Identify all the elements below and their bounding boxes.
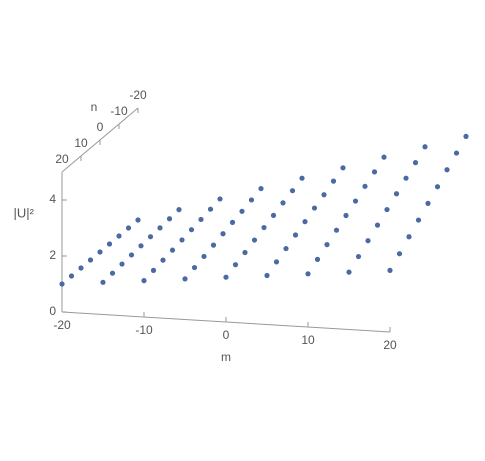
point	[97, 249, 103, 255]
point	[106, 241, 113, 247]
point	[232, 262, 239, 268]
point	[169, 247, 176, 253]
point	[179, 237, 185, 243]
point	[330, 178, 337, 184]
point	[324, 242, 330, 248]
z-axis-label: |U|²	[14, 205, 35, 220]
n-tick-label: 0	[97, 120, 104, 134]
point	[138, 243, 144, 249]
point	[68, 273, 75, 279]
n-tick-label: 10	[74, 136, 88, 150]
point	[381, 154, 387, 160]
z-tick-label: 0	[49, 304, 56, 318]
point	[220, 231, 226, 237]
point	[87, 257, 94, 263]
point	[258, 185, 264, 192]
point	[412, 160, 419, 166]
point	[406, 234, 412, 240]
point	[100, 279, 106, 285]
point	[355, 253, 362, 260]
point	[191, 264, 198, 271]
point	[311, 205, 318, 211]
m-tick-label: -20	[53, 318, 71, 332]
point	[374, 222, 381, 228]
point	[393, 191, 400, 197]
point	[280, 200, 286, 206]
point	[340, 165, 346, 171]
point	[305, 271, 311, 277]
point	[396, 251, 403, 257]
point	[182, 276, 188, 282]
m-axis-label: m	[221, 350, 231, 364]
point	[270, 212, 277, 218]
point	[198, 216, 204, 223]
point	[223, 274, 229, 280]
point	[422, 144, 428, 150]
n-axis-label: n	[91, 100, 98, 114]
m-tick-label: -10	[135, 323, 153, 337]
point	[207, 206, 214, 212]
point	[453, 150, 460, 156]
point	[352, 198, 359, 204]
m-tick-label: 20	[383, 338, 397, 352]
point	[109, 270, 116, 276]
point	[403, 175, 409, 181]
point	[289, 188, 296, 194]
point	[415, 217, 422, 223]
point	[78, 265, 84, 271]
point	[147, 234, 154, 240]
point	[150, 267, 157, 273]
point	[314, 256, 321, 262]
point	[302, 219, 308, 225]
point	[384, 206, 390, 213]
point	[273, 259, 280, 265]
point	[362, 183, 368, 189]
m-tick-label: 0	[223, 328, 230, 342]
point	[229, 219, 236, 225]
point	[444, 167, 450, 173]
n-tick-label: -10	[110, 104, 128, 118]
point	[387, 267, 393, 273]
point	[176, 207, 182, 213]
point	[116, 233, 122, 239]
m-tick-label: 10	[301, 333, 315, 347]
point	[128, 252, 135, 258]
z-tick-label: 2	[49, 248, 56, 262]
point	[59, 281, 65, 287]
point	[333, 227, 340, 233]
point	[157, 225, 163, 231]
point	[217, 196, 223, 202]
point	[261, 224, 267, 231]
n-tick-label: 20	[55, 152, 69, 166]
point	[365, 238, 371, 244]
point	[321, 192, 327, 198]
point	[299, 175, 305, 181]
point	[160, 257, 166, 263]
point	[463, 133, 469, 139]
point	[141, 278, 147, 284]
point	[343, 212, 349, 219]
point	[264, 272, 270, 279]
point	[251, 237, 258, 243]
point	[434, 184, 441, 190]
point	[346, 269, 352, 275]
point	[210, 242, 217, 248]
point	[125, 225, 132, 231]
point	[248, 197, 255, 203]
point	[119, 261, 125, 267]
point	[239, 208, 245, 214]
point	[242, 249, 248, 256]
point	[201, 253, 207, 260]
point	[371, 169, 378, 175]
n-tick-label: -20	[129, 88, 147, 102]
z-tick-label: 4	[49, 192, 56, 206]
point	[166, 216, 173, 222]
point	[188, 227, 195, 233]
point	[283, 245, 289, 252]
point	[292, 232, 299, 238]
point	[425, 200, 431, 206]
point	[135, 217, 141, 223]
